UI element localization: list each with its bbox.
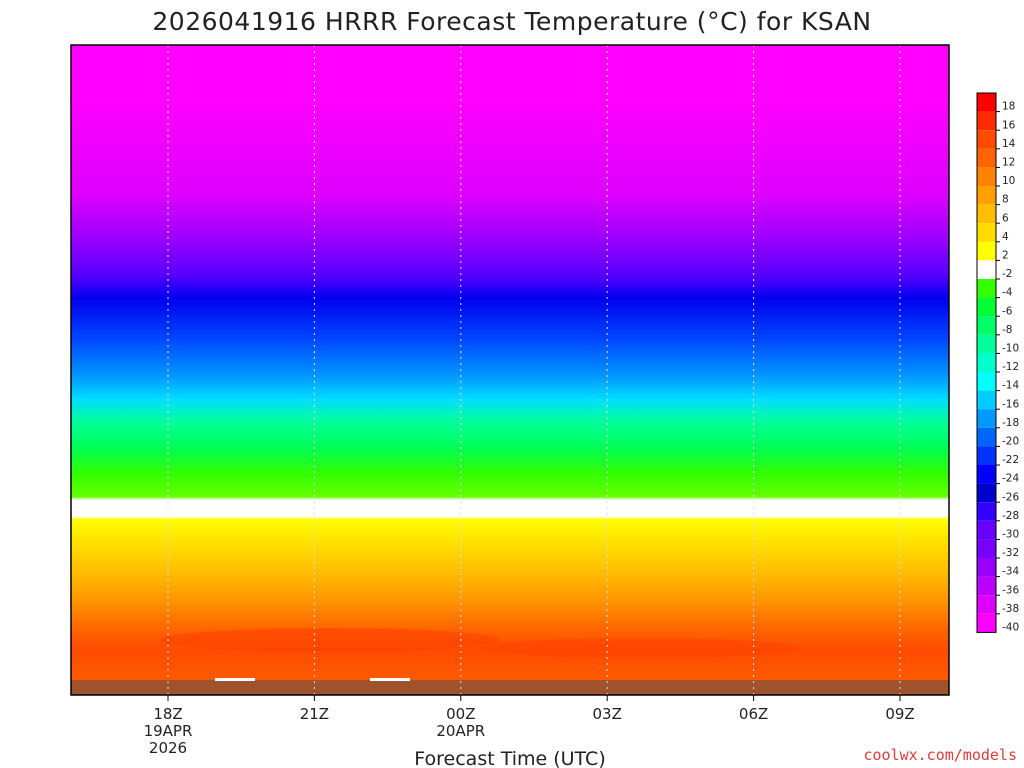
colorbar-label: 14 [1002, 138, 1016, 150]
x-tick-label: 00Z [446, 705, 475, 723]
colorbar-label: 16 [1002, 119, 1016, 131]
colorbar-swatch [977, 502, 996, 521]
colorbar-swatch [977, 334, 996, 354]
colorbar-label: -14 [1002, 380, 1019, 392]
colorbar-swatch [977, 409, 996, 428]
colorbar-swatch [977, 279, 996, 298]
x-tick-sublabel: 20APR [436, 722, 485, 740]
warm-core-shade [480, 638, 800, 658]
colorbar-label: -32 [1002, 547, 1019, 559]
colorbar: 18 16 14 12 10 8 6 4 2 -2 -4 -6 -8 -10 -12 -14 -16 -18 -20… [976, 92, 1019, 634]
x-axis-label: Forecast Time (UTC) [414, 748, 605, 768]
colorbar-label: -16 [1002, 398, 1019, 410]
colorbar-swatch [977, 595, 996, 614]
colorbar-swatch [977, 465, 996, 484]
x-tick-label: 06Z [739, 705, 768, 723]
colorbar-label: -26 [1002, 491, 1019, 503]
colorbar-swatch [977, 446, 996, 465]
colorbar-label: -40 [1002, 622, 1019, 634]
colorbar-label: 8 [1002, 194, 1009, 206]
colorbar-swatch [977, 576, 996, 596]
colorbar-swatch [977, 353, 996, 372]
colorbar-label: -8 [1002, 324, 1012, 336]
colorbar-swatch [977, 130, 996, 149]
colorbar-swatch [977, 223, 996, 242]
colorbar-frame [976, 92, 997, 633]
x-tick-label: 21Z [300, 705, 329, 723]
colorbar-swatch [977, 148, 996, 168]
colorbar-label: -24 [1002, 473, 1019, 485]
x-tick-label: 03Z [593, 705, 622, 723]
colorbar-swatch [977, 558, 996, 577]
colorbar-swatch [977, 390, 996, 410]
colorbar-label: -4 [1002, 287, 1013, 299]
x-tick-sublabel: 19APR [144, 722, 193, 740]
colorbar-swatch [977, 613, 996, 633]
x-tick-label: 09Z [885, 705, 914, 723]
colorbar-swatch [977, 167, 996, 186]
colorbar-label: -34 [1002, 566, 1019, 578]
colorbar-swatch [977, 316, 996, 335]
colorbar-swatch [977, 241, 996, 261]
colorbar-label: -28 [1002, 510, 1019, 522]
colorbar-label: -10 [1002, 343, 1019, 355]
colorbar-label: -36 [1002, 584, 1019, 596]
grid-lines [167, 45, 901, 695]
colorbar-swatch [977, 483, 996, 503]
colorbar-label: 6 [1002, 212, 1009, 224]
colorbar-label: -22 [1002, 454, 1019, 466]
colorbar-swatch [977, 520, 996, 540]
colorbar-label: -2 [1002, 268, 1012, 280]
colorbar-label: -20 [1002, 436, 1019, 448]
terrain-gap [215, 678, 255, 681]
credit-text: coolwx.com/models [863, 746, 1017, 764]
x-tick-sublabel: 2026 [149, 739, 187, 757]
terrain-below-ground [71, 680, 949, 695]
temperature-field [71, 45, 949, 695]
plot-area: -46-46-42-42-38-38-38-34-34-30-30-30-26-… [70, 44, 950, 696]
colorbar-label: 4 [1002, 231, 1009, 243]
colorbar-swatch [977, 204, 996, 224]
colorbar-swatch [977, 93, 996, 112]
colorbar-swatch [977, 260, 996, 279]
colorbar-swatch [977, 186, 996, 205]
colorbar-label: -30 [1002, 529, 1019, 541]
colorbar-swatch [977, 427, 996, 447]
colorbar-label: -38 [1002, 603, 1019, 615]
colorbar-label: -18 [1002, 417, 1019, 429]
warm-core-shade [160, 628, 500, 652]
colorbar-label: -12 [1002, 361, 1019, 373]
colorbar-swatch [977, 111, 996, 131]
terrain-gap [370, 678, 410, 681]
plot-frame [70, 44, 950, 696]
colorbar-swatch [977, 297, 996, 317]
colorbar-swatch [977, 539, 996, 558]
chart-title: 2026041916 HRRR Forecast Temperature (°C… [152, 7, 871, 36]
colorbar-label: 12 [1002, 157, 1015, 169]
colorbar-swatch [977, 372, 996, 391]
x-tick-label: 18Z [153, 705, 182, 723]
colorbar-label: 2 [1002, 250, 1009, 262]
colorbar-label: -6 [1002, 305, 1013, 317]
colorbar-label: 10 [1002, 175, 1015, 187]
colorbar-label: 18 [1002, 101, 1015, 113]
